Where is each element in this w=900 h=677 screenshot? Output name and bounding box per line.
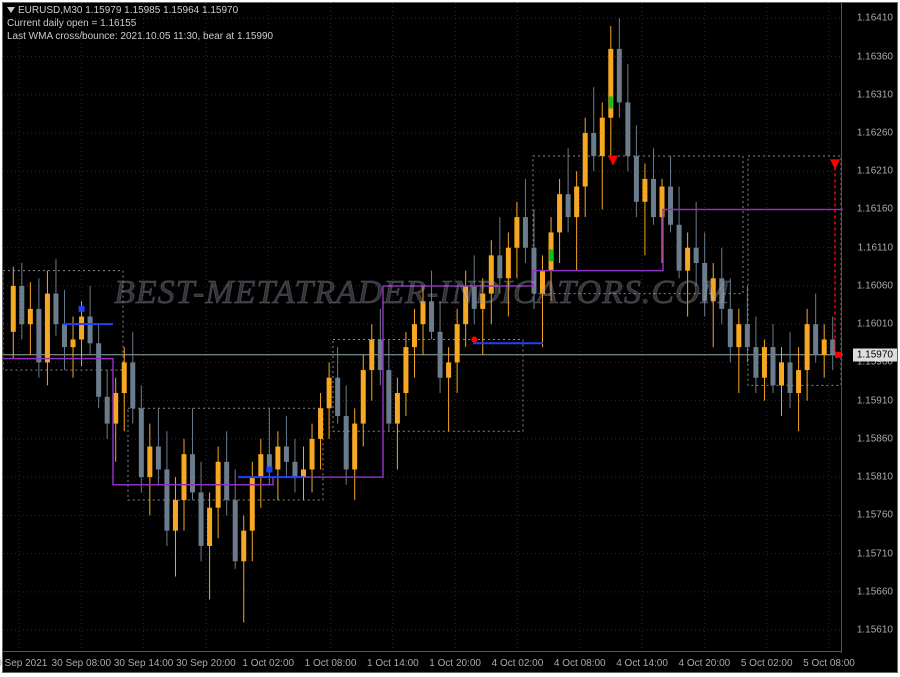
symbol-header: EURUSD,M30 1.15979 1.15985 1.15964 1.159… — [7, 5, 238, 16]
price-tick: 1.15710 — [857, 548, 893, 559]
price-tick: 1.15810 — [857, 472, 893, 483]
wma-note-label: Last WMA cross/bounce: 2021.10.05 11:30,… — [7, 31, 273, 42]
price-tick: 1.16260 — [857, 128, 893, 139]
price-current-tag: 1.15970 — [853, 348, 897, 361]
price-tick: 1.16360 — [857, 51, 893, 62]
price-tick: 1.16060 — [857, 280, 893, 291]
dropdown-icon[interactable] — [7, 7, 15, 13]
price-tick: 1.15660 — [857, 586, 893, 597]
chart-plot-area[interactable]: EURUSD,M30 1.15979 1.15985 1.15964 1.159… — [3, 3, 841, 651]
time-tick: 5 Oct 02:00 — [741, 658, 793, 669]
price-tick: 1.16010 — [857, 319, 893, 330]
price-tick: 1.15910 — [857, 395, 893, 406]
chart-svg — [3, 3, 843, 653]
daily-open-label: Current daily open = 1.16155 — [7, 18, 136, 29]
price-tick: 1.16210 — [857, 166, 893, 177]
time-tick: 4 Oct 08:00 — [554, 658, 606, 669]
price-tick: 1.16110 — [858, 242, 893, 253]
time-tick: 30 Sep 20:00 — [176, 658, 236, 669]
time-tick: 1 Oct 02:00 — [242, 658, 294, 669]
price-tick: 1.15860 — [857, 433, 893, 444]
time-tick: 4 Oct 20:00 — [679, 658, 731, 669]
time-tick: 30 Sep 08:00 — [52, 658, 112, 669]
price-tick: 1.15760 — [857, 510, 893, 521]
time-tick: 1 Oct 08:00 — [305, 658, 357, 669]
price-tick: 1.16160 — [857, 204, 893, 215]
price-axis: 1.16410 1.16360 1.16310 1.16260 1.16210 1.161… — [841, 3, 897, 653]
chart-window[interactable]: EURUSD,M30 1.15979 1.15985 1.15964 1.159… — [2, 2, 898, 673]
time-tick: 4 Oct 02:00 — [492, 658, 544, 669]
time-tick: 1 Oct 20:00 — [429, 658, 481, 669]
time-tick: 30 Sep 2021 — [0, 658, 47, 669]
time-axis: 30 Sep 2021 30 Sep 08:0030 Sep 14:0030 Se… — [3, 651, 841, 672]
price-tick: 1.15610 — [857, 625, 893, 636]
price-tick: 1.16410 — [857, 13, 893, 24]
time-tick: 1 Oct 14:00 — [367, 658, 419, 669]
price-tick: 1.16310 — [857, 89, 893, 100]
time-tick: 4 Oct 14:00 — [616, 658, 668, 669]
time-tick: 5 Oct 08:00 — [803, 658, 855, 669]
time-tick: 30 Sep 14:00 — [114, 658, 174, 669]
